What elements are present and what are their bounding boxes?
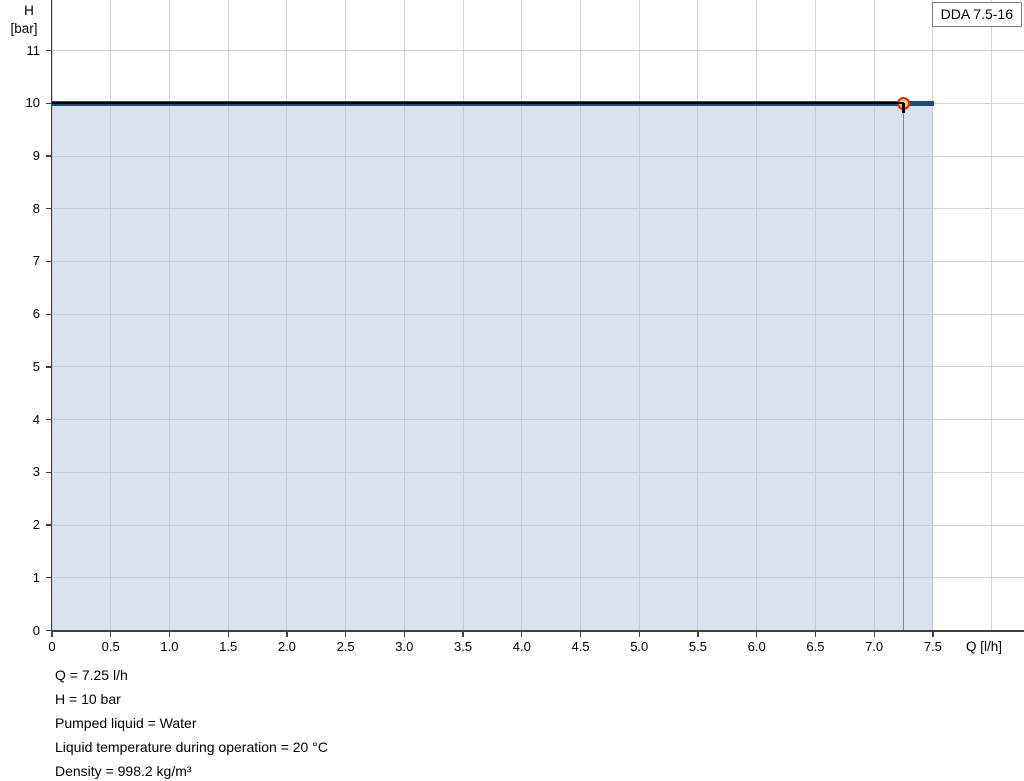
density-text: Density = 998.2 kg/m³ xyxy=(55,763,192,779)
y-axis-tick-label: 6 xyxy=(32,306,40,322)
x-axis-tick xyxy=(873,631,875,637)
x-axis-tick xyxy=(462,631,464,637)
operating-range-line xyxy=(52,102,904,105)
y-axis-title: H xyxy=(24,3,34,18)
operating-conditions-panel: Q = 7.25 l/h H = 10 bar Pumped liquid = … xyxy=(55,663,328,781)
crosshair-vertical-tip xyxy=(902,103,905,113)
y-axis-tick xyxy=(45,366,51,368)
y-axis-tick-label: 10 xyxy=(25,95,40,111)
x-axis-tick-label: 2.5 xyxy=(336,639,355,654)
pumped-liquid-text: Pumped liquid = Water xyxy=(55,715,197,731)
y-axis-tick-label: 9 xyxy=(32,148,40,164)
y-axis-tick-label: 5 xyxy=(32,358,40,374)
x-axis-tick-label: 6.5 xyxy=(806,639,825,654)
x-axis-tick-label: 1.0 xyxy=(160,639,179,654)
pump-model-label-box: DDA 7.5-16 xyxy=(931,2,1022,27)
y-axis-line xyxy=(50,0,53,632)
x-axis-tick-label: 0.5 xyxy=(101,639,120,654)
x-axis-tick-label: 5.0 xyxy=(630,639,649,654)
x-axis-tick xyxy=(814,631,817,637)
y-axis-tick-label: 11 xyxy=(26,42,41,58)
gridline-horizontal xyxy=(52,50,1024,52)
y-axis-tick xyxy=(45,418,51,421)
y-axis-tick xyxy=(45,629,51,632)
y-axis-tick-label: 8 xyxy=(32,200,40,216)
y-axis-unit-label: [bar] xyxy=(10,21,38,36)
y-axis-tick xyxy=(45,102,51,104)
y-axis-tick xyxy=(45,49,51,52)
x-axis-tick-label: 4.5 xyxy=(571,639,590,654)
x-axis-tick xyxy=(168,631,171,637)
gridline-vertical xyxy=(932,0,934,631)
operating-point-dropline xyxy=(902,104,905,631)
flow-value-text: Q = 7.25 l/h xyxy=(55,667,128,683)
y-axis-tick xyxy=(45,208,51,210)
x-axis-tick xyxy=(697,631,699,637)
x-axis-tick xyxy=(403,631,405,637)
y-axis-tick xyxy=(45,155,51,157)
x-axis-tick-label: 4.0 xyxy=(512,639,531,654)
x-axis-tick xyxy=(932,631,934,637)
pump-curve-area xyxy=(52,103,933,631)
y-axis-tick-label: 0 xyxy=(32,622,40,638)
x-axis-tick-label: 7.5 xyxy=(923,639,942,654)
x-axis-tick-label: 6.0 xyxy=(747,639,766,654)
x-axis-tick-label: 2.0 xyxy=(277,639,296,654)
y-axis-tick-label: 1 xyxy=(32,569,40,585)
x-axis-tick xyxy=(579,631,582,637)
liquid-temperature-text: Liquid temperature during operation = 20… xyxy=(55,739,328,755)
x-axis-tick xyxy=(344,631,347,637)
y-axis-tick-label: 2 xyxy=(32,517,40,533)
x-axis-tick xyxy=(521,631,523,637)
y-axis-tick-label: 7 xyxy=(32,253,40,269)
x-axis-tick-label: 7.0 xyxy=(865,639,884,654)
x-axis-tick xyxy=(638,631,640,637)
head-value-text: H = 10 bar xyxy=(55,691,121,707)
y-axis-tick xyxy=(45,313,51,315)
y-axis-tick xyxy=(45,524,51,526)
x-axis-tick-label: 3.5 xyxy=(454,639,473,654)
x-axis-tick-label: 0 xyxy=(48,639,56,654)
x-axis-tick-label: 1.5 xyxy=(219,639,238,654)
x-axis-tick xyxy=(286,631,288,637)
y-axis-tick xyxy=(45,577,51,579)
pump-model-label: DDA 7.5-16 xyxy=(940,6,1013,22)
gridline-vertical xyxy=(991,0,993,631)
y-axis-tick xyxy=(45,471,51,473)
y-axis-tick xyxy=(45,260,51,263)
crosshair-horizontal-tip xyxy=(896,102,904,105)
x-axis-tick-label: 3.0 xyxy=(395,639,414,654)
x-axis-tick xyxy=(51,631,53,637)
x-axis-tick xyxy=(227,631,229,637)
x-axis-line xyxy=(50,630,1024,632)
y-axis-tick-label: 4 xyxy=(32,411,40,427)
x-axis-tick xyxy=(110,631,112,637)
x-axis-title: Q [l/h] xyxy=(966,639,1003,654)
y-axis-tick-label: 3 xyxy=(32,464,40,480)
x-axis-tick xyxy=(756,631,758,637)
x-axis-tick-label: 5.5 xyxy=(688,639,707,654)
